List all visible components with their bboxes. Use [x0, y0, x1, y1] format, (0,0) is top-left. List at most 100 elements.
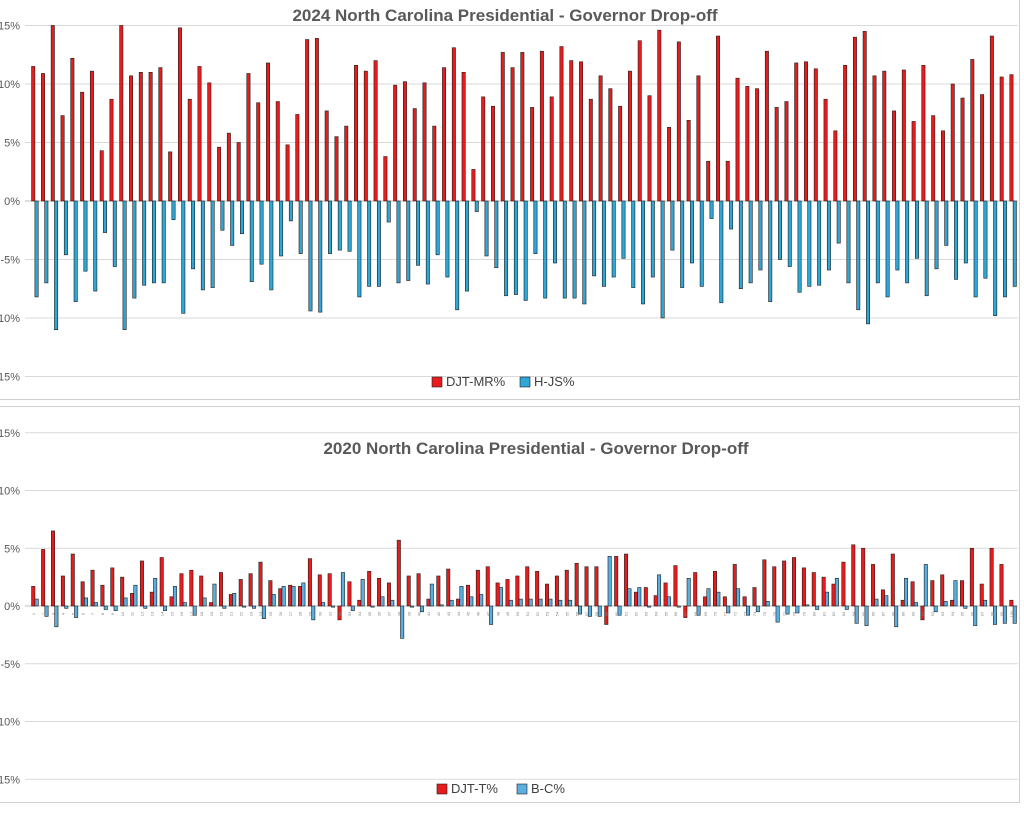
chart-1-bar-b-c-79 — [805, 604, 810, 607]
chart-0-bar-h-js-83 — [836, 200, 841, 244]
chart-0-bar-h-js-74 — [748, 200, 753, 284]
chart-1-category-label: 19 — [209, 611, 214, 616]
chart-1-category-label: 76 — [772, 611, 777, 616]
chart-1-category-label: 53 — [545, 611, 550, 616]
chart-1-category-label: 10 — [120, 611, 125, 616]
chart-0-bar-h-js-15 — [171, 200, 176, 221]
chart-1-category-label: 37 — [387, 611, 392, 616]
chart-1-bar-djt-t-60 — [614, 556, 619, 607]
chart-1-y-tick-label: 5% — [4, 543, 20, 555]
chart-2020-svg: 2020 North Carolina Presidential - Gover… — [0, 428, 1018, 796]
chart-1-category-label: 6 — [80, 612, 85, 615]
chart-0-bar-djt-mr-95 — [950, 83, 955, 202]
chart-0-bar-djt-mr-72 — [725, 160, 730, 202]
chart-0-bar-h-js-28 — [298, 200, 303, 254]
chart-0-y-tick-label: 5% — [4, 138, 20, 150]
chart-1-category-label: 73 — [742, 611, 747, 616]
chart-0-bar-djt-mr-47 — [481, 96, 486, 202]
chart-1-bar-djt-t-84 — [851, 544, 856, 607]
chart-0-bar-h-js-91 — [914, 200, 919, 259]
chart-1-bar-b-c-89 — [904, 577, 909, 607]
chart-1-bar-b-c-19 — [212, 583, 217, 607]
chart-1-bar-djt-t-77 — [782, 560, 787, 607]
chart-0-bar-djt-mr-58 — [588, 98, 593, 202]
chart-1-bar-djt-t-7 — [90, 569, 95, 607]
chart-1-bar-b-c-21 — [232, 592, 237, 607]
chart-1-category-label: 51 — [525, 611, 530, 616]
chart-0-bar-djt-mr-39 — [402, 81, 407, 202]
chart-1-bar-djt-t-67 — [683, 605, 688, 618]
chart-0-bar-h-js-48 — [494, 200, 499, 268]
chart-1-bar-djt-t-61 — [624, 553, 629, 607]
chart-0-bar-djt-mr-34 — [354, 64, 359, 202]
chart-0-bar-djt-mr-73 — [735, 77, 740, 202]
chart-0-bar-djt-mr-13 — [148, 72, 153, 202]
chart-1-category-label: 30 — [317, 611, 322, 616]
chart-0-bar-djt-mr-53 — [539, 50, 544, 202]
chart-0-bar-h-js-47 — [484, 200, 489, 257]
chart-1-bar-b-c-14 — [163, 605, 168, 611]
chart-1-bar-b-c-44 — [459, 586, 464, 607]
chart-1-category-label: 81 — [821, 611, 826, 616]
chart-1-bar-djt-t-91 — [920, 605, 925, 621]
chart-1-category-label: 31 — [327, 611, 332, 616]
chart-0-bar-h-js-68 — [689, 200, 694, 264]
chart-1-category-label: 38 — [397, 611, 402, 616]
chart-0-bar-djt-mr-8 — [99, 150, 104, 202]
chart-0-y-tick-label: -5% — [0, 255, 20, 267]
chart-1-bar-djt-t-58 — [594, 566, 599, 607]
chart-1-bar-djt-t-32 — [337, 605, 342, 621]
chart-0-bar-djt-mr-15 — [168, 151, 173, 202]
chart-1-bar-djt-t-29 — [307, 558, 312, 607]
chart-0-bar-h-js-77 — [778, 200, 782, 260]
chart-1-category-label: 86 — [871, 611, 876, 616]
chart-0-bar-djt-mr-49 — [500, 52, 505, 202]
chart-1-bar-djt-t-78 — [792, 557, 797, 607]
chart-0-legend-swatch-2 — [519, 376, 531, 388]
chart-0-bar-djt-mr-23 — [246, 73, 251, 202]
chart-1-bar-djt-t-9 — [110, 567, 115, 607]
chart-1-bar-djt-t-47 — [485, 566, 490, 607]
chart-1-bar-b-c-23 — [252, 605, 256, 609]
chart-1-bar-djt-t-3 — [51, 530, 56, 607]
chart-1-bar-djt-t-66 — [673, 565, 678, 607]
chart-0-bar-h-js-37 — [386, 200, 391, 223]
chart-1-category-label: 92 — [930, 611, 935, 616]
chart-0-bar-h-js-73 — [738, 200, 743, 290]
chart-0-bar-djt-mr-6 — [80, 91, 85, 202]
chart-1-bar-b-c-32 — [340, 572, 345, 607]
chart-1-y-tick-label: -5% — [0, 659, 20, 671]
chart-1-y-tick-label: 0% — [4, 601, 20, 613]
chart-0-bar-djt-mr-96 — [960, 97, 965, 202]
chart-0-bar-h-js-72 — [729, 200, 734, 230]
chart-0-bar-djt-mr-52 — [530, 107, 535, 202]
chart-2024-svg: 2024 North Carolina Presidential - Gover… — [0, 6, 1018, 389]
chart-1-category-label: 1 — [31, 612, 36, 615]
chart-0-bar-djt-mr-89 — [892, 110, 897, 202]
chart-1-bar-b-c-95 — [963, 605, 968, 609]
chart-1-category-label: 75 — [762, 611, 767, 616]
chart-0-bar-h-js-7 — [93, 200, 98, 292]
chart-1-bar-b-c-3 — [54, 605, 59, 628]
chart-1-category-label: 35 — [367, 611, 372, 616]
chart-0-bar-h-js-92 — [924, 200, 929, 297]
chart-0-bar-h-js-23 — [249, 200, 254, 283]
chart-0-bar-djt-mr-97 — [970, 59, 975, 202]
chart-1-bar-b-c-24 — [261, 605, 266, 620]
chart-1-bar-b-c-1 — [34, 598, 39, 607]
chart-0-bar-djt-mr-31 — [324, 110, 329, 202]
chart-0-bar-h-js-4 — [63, 200, 68, 256]
chart-1-category-label: 9 — [110, 612, 115, 615]
chart-1-bar-b-c-39 — [410, 605, 415, 608]
chart-0-bar-h-js-41 — [425, 200, 430, 285]
chart-1-bar-b-c-46 — [479, 594, 484, 607]
chart-0-bar-h-js-19 — [210, 200, 215, 288]
chart-1-bar-b-c-12 — [143, 605, 148, 609]
chart-1-bar-djt-t-74 — [752, 587, 757, 607]
chart-1-category-label: 52 — [535, 611, 540, 616]
chart-0-bar-djt-mr-17 — [187, 98, 192, 202]
chart-0-bar-djt-mr-98 — [980, 94, 985, 202]
chart-0-bar-h-js-97 — [973, 200, 978, 298]
chart-0-bar-h-js-20 — [220, 200, 225, 231]
chart-0-bar-djt-mr-64 — [647, 95, 652, 202]
